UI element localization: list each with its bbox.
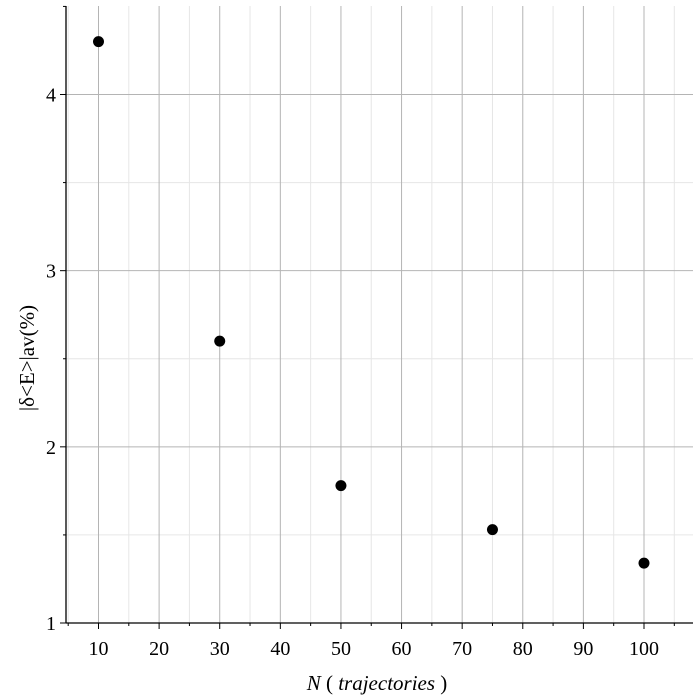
y-tick-label: 1 <box>46 613 56 635</box>
data-point <box>214 335 226 347</box>
x-tick-label: 20 <box>149 638 169 660</box>
x-axis-title-prefix: N <box>306 671 322 695</box>
x-axis-title-open-paren: ( <box>326 671 333 695</box>
x-tick-label: 60 <box>392 638 412 660</box>
major-gridlines <box>66 6 693 623</box>
x-tick-label: 100 <box>629 638 659 660</box>
y-axis-title: |δ<E>|av(%) <box>15 305 39 411</box>
x-tick-label: 70 <box>452 638 472 660</box>
data-point <box>486 524 498 536</box>
tick-marks <box>60 5 675 629</box>
x-axis-title-close-paren: ) <box>440 671 447 695</box>
tick-labels: 10 20 30 40 50 60 70 80 90 100 1 2 3 4 <box>46 85 659 661</box>
x-tick-label: 30 <box>210 638 230 660</box>
x-tick-label: 90 <box>573 638 593 660</box>
data-point <box>335 480 347 492</box>
x-tick-label: 80 <box>513 638 533 660</box>
x-tick-label: 10 <box>89 638 109 660</box>
x-axis-title-unit: trajectories <box>338 671 435 695</box>
minor-gridlines <box>66 6 693 623</box>
x-tick-label: 40 <box>270 638 290 660</box>
x-tick-label: 50 <box>331 638 351 660</box>
y-tick-label: 2 <box>46 437 56 459</box>
data-point <box>638 557 650 569</box>
data-point <box>93 36 104 48</box>
data-points <box>93 36 650 569</box>
axes <box>65 6 693 624</box>
y-tick-label: 3 <box>46 261 56 283</box>
x-axis-title: N ( trajectories ) <box>306 671 448 695</box>
y-tick-label: 4 <box>46 85 56 107</box>
